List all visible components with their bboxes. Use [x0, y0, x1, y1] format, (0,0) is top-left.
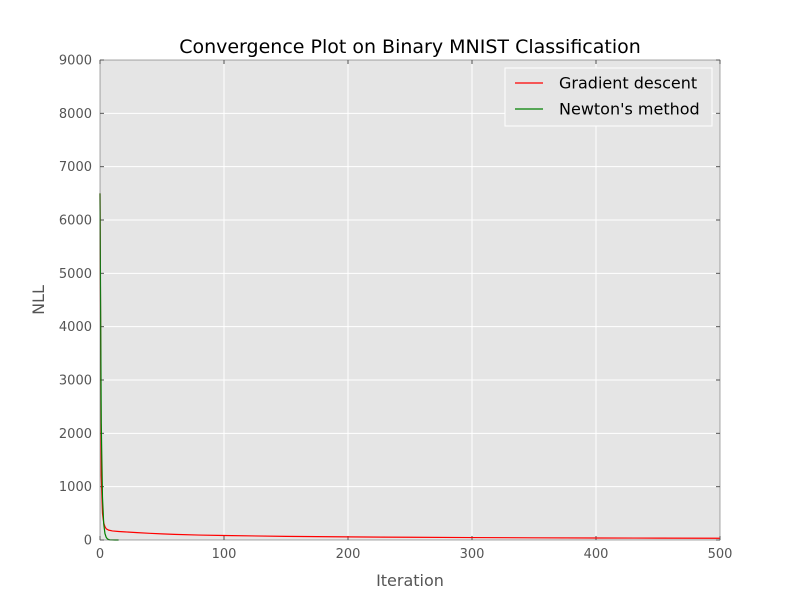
y-tick-label: 1000 — [59, 480, 92, 495]
y-axis-label: NLL — [29, 285, 48, 315]
x-tick-label: 500 — [708, 547, 733, 562]
chart-title: Convergence Plot on Binary MNIST Classif… — [179, 36, 641, 58]
x-tick-label: 0 — [96, 547, 104, 562]
x-tick-label: 400 — [584, 547, 609, 562]
y-tick-label: 3000 — [59, 374, 92, 389]
x-tick-label: 100 — [212, 547, 237, 562]
legend-label-gradient-descent: Gradient descent — [559, 74, 697, 93]
x-tick-label: 200 — [336, 547, 361, 562]
legend-label-newtons-method: Newton's method — [559, 100, 700, 119]
x-tick-label: 300 — [460, 547, 485, 562]
y-tick-label: 4000 — [59, 320, 92, 335]
y-tick-label: 9000 — [59, 54, 92, 69]
series-line-gradient-descent — [99, 193, 721, 539]
y-tick-label: 6000 — [59, 214, 92, 229]
grid-lines — [100, 60, 720, 540]
y-tick-label: 5000 — [59, 267, 92, 282]
x-axis-label: Iteration — [376, 571, 444, 590]
y-tick-label: 8000 — [59, 107, 92, 122]
plot-frame — [99, 59, 721, 541]
tick-labels: 0 100 200 300 400 500010002000300040005000600… — [59, 54, 733, 563]
y-tick-label: 0 — [84, 534, 92, 549]
plot-area — [100, 60, 720, 540]
legend-box — [504, 67, 713, 127]
y-tick-label: 2000 — [59, 427, 92, 442]
y-tick-label: 7000 — [59, 160, 92, 175]
legend: Gradient descent Newton's method — [504, 67, 713, 127]
